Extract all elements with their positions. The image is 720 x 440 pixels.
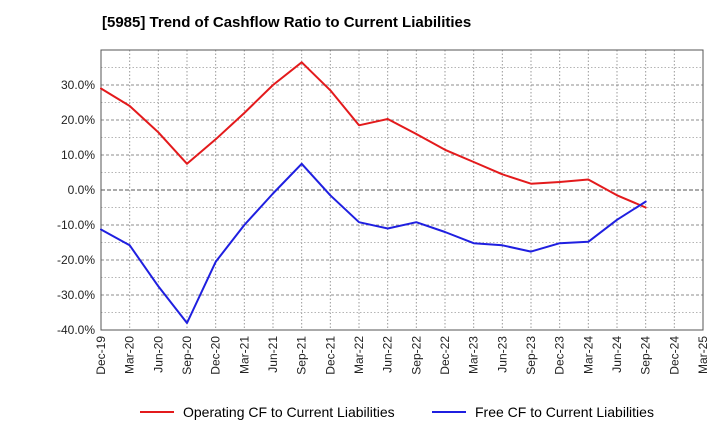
- grid-layer: [100, 49, 704, 330]
- y-tick-label: -20.0%: [57, 253, 95, 267]
- x-tick-label: Sep-22: [409, 336, 423, 375]
- chart-title: [5985] Trend of Cashflow Ratio to Curren…: [102, 14, 472, 31]
- y-tick-label: -40.0%: [57, 323, 95, 337]
- x-tick-label: Sep-24: [639, 336, 653, 375]
- x-tick-label: Dec-20: [209, 336, 223, 375]
- plot-area-border: [100, 49, 704, 331]
- y-tick-label: 10.0%: [61, 148, 95, 162]
- x-tick-label: Jun-21: [266, 336, 280, 373]
- x-tick-label: Dec-21: [323, 336, 337, 375]
- legend-label-operating-cf: Operating CF to Current Liabilities: [183, 404, 395, 420]
- x-tick-label: Jun-20: [151, 336, 165, 373]
- y-tick-label: 30.0%: [61, 78, 95, 92]
- series-line-1: [100, 162, 647, 324]
- legend-swatch-free-cf: [432, 411, 466, 413]
- x-tick-label: Jun-24: [610, 336, 624, 373]
- x-tick-label: Mar-25: [696, 336, 710, 374]
- y-tick-label: 20.0%: [61, 113, 95, 127]
- x-tick-label: Mar-24: [581, 336, 595, 374]
- y-tick-label: -30.0%: [57, 288, 95, 302]
- x-tick-label: Mar-22: [352, 336, 366, 374]
- x-tick-label: Dec-23: [553, 336, 567, 375]
- legend-label-free-cf: Free CF to Current Liabilities: [475, 404, 654, 420]
- legend-swatch-operating-cf: [140, 411, 174, 413]
- x-tick-label: Sep-23: [524, 336, 538, 375]
- series-line-0: [100, 61, 647, 209]
- legend-item-operating-cf: Operating CF to Current Liabilities: [140, 404, 395, 420]
- x-tick-label: Jun-22: [381, 336, 395, 373]
- axis-layer: 30.0% 20.0% 10.0% 0.0% -10.0% -20.0% -30.0% -40…: [57, 49, 710, 375]
- x-tick-label: Sep-20: [180, 336, 194, 375]
- x-tick-label: Dec-24: [667, 336, 681, 375]
- x-tick-label: Sep-21: [295, 336, 309, 375]
- y-tick-label: -10.0%: [57, 218, 95, 232]
- x-tick-label: Mar-20: [123, 336, 137, 374]
- x-tick-label: Dec-19: [94, 336, 108, 375]
- x-tick-label: Mar-23: [467, 336, 481, 374]
- x-tick-label: Jun-23: [495, 336, 509, 373]
- legend-item-free-cf: Free CF to Current Liabilities: [432, 404, 654, 420]
- series-layer: [100, 61, 647, 324]
- x-tick-label: Dec-22: [438, 336, 452, 375]
- y-tick-label: 0.0%: [68, 183, 96, 197]
- x-tick-label: Mar-21: [237, 336, 251, 374]
- legend: Operating CF to Current Liabilities Free…: [0, 404, 720, 428]
